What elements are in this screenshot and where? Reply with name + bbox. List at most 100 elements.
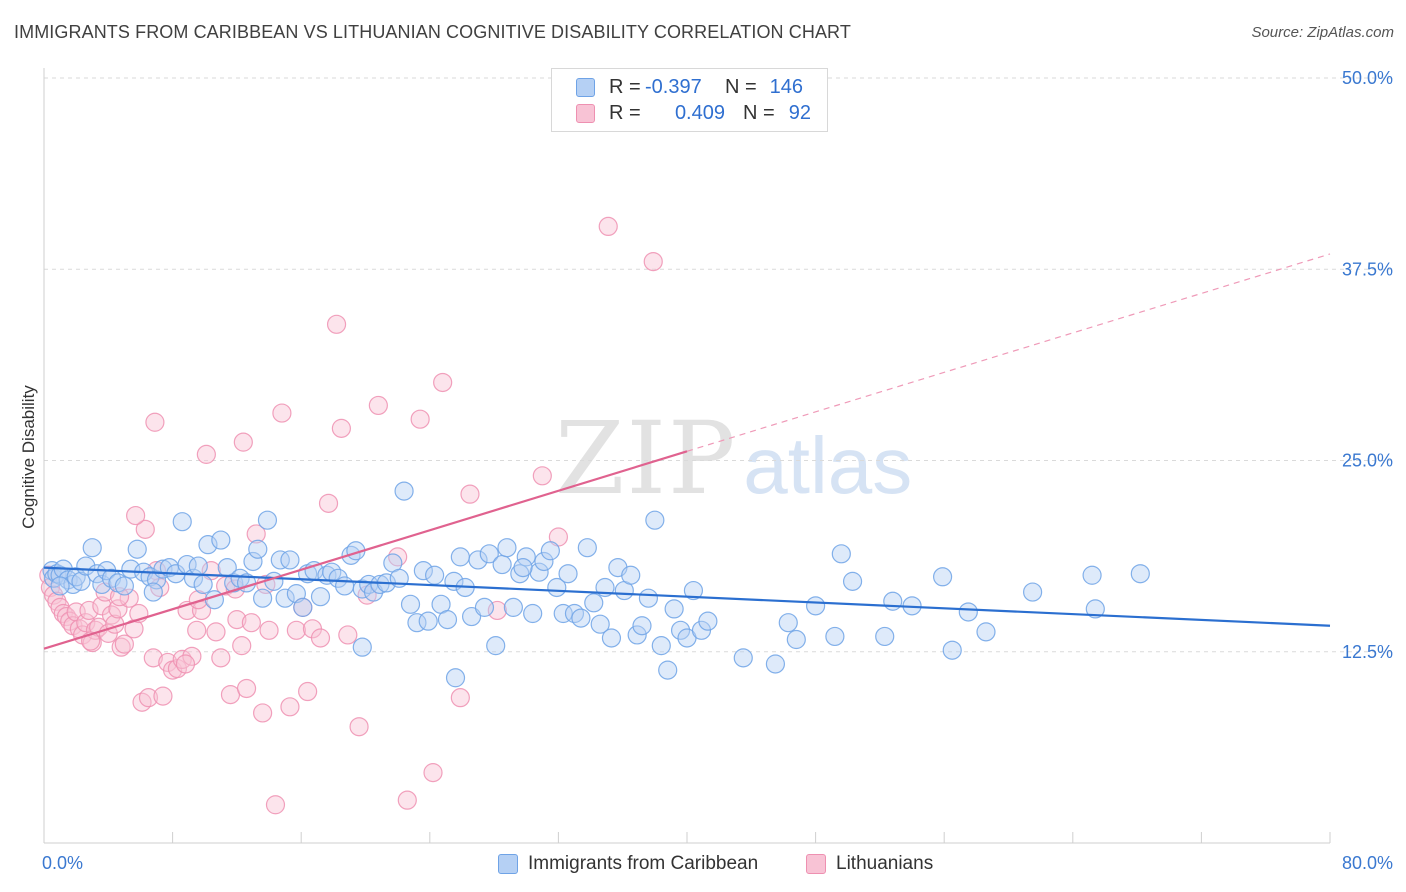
watermark-zip: ZIP <box>555 400 738 517</box>
lithuanians-trend-extension <box>686 253 1331 452</box>
legend-swatch-lithuanians <box>576 103 595 123</box>
bottom-legend-label-caribbean: Immigrants from Caribbean <box>528 853 759 874</box>
caribbean-point <box>577 538 597 558</box>
caribbean-point <box>198 535 218 555</box>
caribbean-point <box>534 551 554 572</box>
lithuanians-point <box>349 717 369 737</box>
legend-n-value: 146 <box>769 75 803 98</box>
caribbean-point <box>645 510 665 530</box>
caribbean-point <box>193 574 213 595</box>
caribbean-point <box>50 576 70 596</box>
caribbean-point <box>765 654 786 674</box>
caribbean-point <box>328 568 348 588</box>
lithuanians-point <box>233 432 253 452</box>
caribbean-point <box>670 620 691 640</box>
lithuanians-point <box>532 466 552 486</box>
lithuanians-point <box>318 493 339 513</box>
caribbean-point <box>638 588 659 608</box>
caribbean-point <box>143 582 163 602</box>
lithuanians-point <box>126 505 146 526</box>
lithuanians-point <box>114 634 134 654</box>
lithuanians-point <box>310 628 331 648</box>
caribbean-point <box>114 576 134 596</box>
lithuanians-point <box>460 484 480 504</box>
lithuanians-point <box>265 795 286 815</box>
trend-lines <box>43 253 1331 650</box>
bottom-legend-swatch-lithuanians <box>806 854 826 874</box>
caribbean-point <box>664 599 684 619</box>
caribbean-point <box>352 637 372 657</box>
lithuanians-point <box>423 763 443 783</box>
caribbean-point <box>425 565 445 585</box>
lithuanians-point <box>433 372 453 393</box>
caribbean-point <box>786 629 806 650</box>
caribbean-point <box>127 539 147 559</box>
y-tick-label: 37.5% <box>1342 259 1393 279</box>
lithuanians-point <box>450 688 470 708</box>
lithuanians-point <box>397 790 417 810</box>
caribbean-point <box>571 608 591 628</box>
caribbean-point <box>805 596 826 616</box>
lithuanians-point <box>286 620 306 640</box>
lithuanians-point <box>76 613 96 633</box>
x-tick-label-min: 0.0% <box>42 853 83 873</box>
lithuanians-point <box>153 686 173 706</box>
caribbean-point <box>310 587 331 607</box>
caribbean-point <box>698 611 718 631</box>
caribbean-point <box>976 622 996 642</box>
bottom-legend-caribbean: Immigrants from Caribbean <box>498 851 758 877</box>
legend-r-label: R = <box>609 75 641 98</box>
legend-n-label: N = <box>725 75 757 98</box>
x-tick-label-max: 80.0% <box>1342 853 1393 873</box>
lithuanians-point <box>298 681 318 702</box>
caribbean-point <box>450 547 470 567</box>
lithuanians-point <box>259 620 279 640</box>
lithuanians-point <box>326 314 347 334</box>
lithuanians-point <box>227 610 247 630</box>
caribbean-point <box>370 574 390 595</box>
lithuanians-point <box>145 412 165 432</box>
lithuanians-point <box>109 587 130 607</box>
caribbean-point <box>883 591 903 611</box>
lithuanians-point <box>331 418 351 438</box>
lithuanians-point <box>236 678 257 699</box>
lithuanians-point <box>211 648 231 668</box>
lithuanians-point <box>175 654 196 674</box>
lithuanians-point <box>135 519 155 539</box>
caribbean-point <box>627 625 647 645</box>
lithuanians-point <box>182 646 202 666</box>
lithuanians-point <box>232 636 252 656</box>
lithuanians-point <box>272 403 292 423</box>
caribbean-point <box>248 539 268 559</box>
correlation-legend: R = -0.397 N = 146 R = 0.409 N = 92 <box>551 68 828 132</box>
caribbean-point <box>497 538 517 558</box>
caribbean-point <box>651 636 671 656</box>
legend-swatch-caribbean <box>576 77 595 97</box>
caribbean-point <box>172 512 192 532</box>
lithuanians-point <box>598 216 618 237</box>
caribbean-point <box>293 597 313 617</box>
caribbean-point <box>553 603 573 624</box>
caribbean-point <box>211 530 231 550</box>
lithuanians-trend-line <box>43 450 688 650</box>
lithuanians-point <box>220 684 241 705</box>
caribbean-point <box>468 550 488 570</box>
caribbean-point <box>778 613 798 633</box>
tick-labels: 12.5% 25.0% 37.5% 50.0% 0.0% 80.0% <box>42 68 1393 873</box>
caribbean-point <box>257 510 278 530</box>
caribbean-point <box>253 588 273 608</box>
watermark-atlas: atlas <box>743 421 913 510</box>
caribbean-point <box>437 610 458 630</box>
lithuanians-point <box>119 588 139 608</box>
caribbean-point <box>188 556 208 576</box>
bottom-legend-lithuanians: Lithuanians <box>806 851 933 877</box>
caribbean-point <box>942 640 962 660</box>
caribbean-point <box>243 551 263 572</box>
lithuanians-point <box>187 620 207 640</box>
bottom-legend-swatch-caribbean <box>498 854 518 874</box>
caribbean-point <box>825 626 845 647</box>
caribbean-point <box>584 593 604 613</box>
caribbean-point <box>1130 564 1150 584</box>
caribbean-point <box>875 626 895 647</box>
caribbean-point <box>82 538 102 558</box>
